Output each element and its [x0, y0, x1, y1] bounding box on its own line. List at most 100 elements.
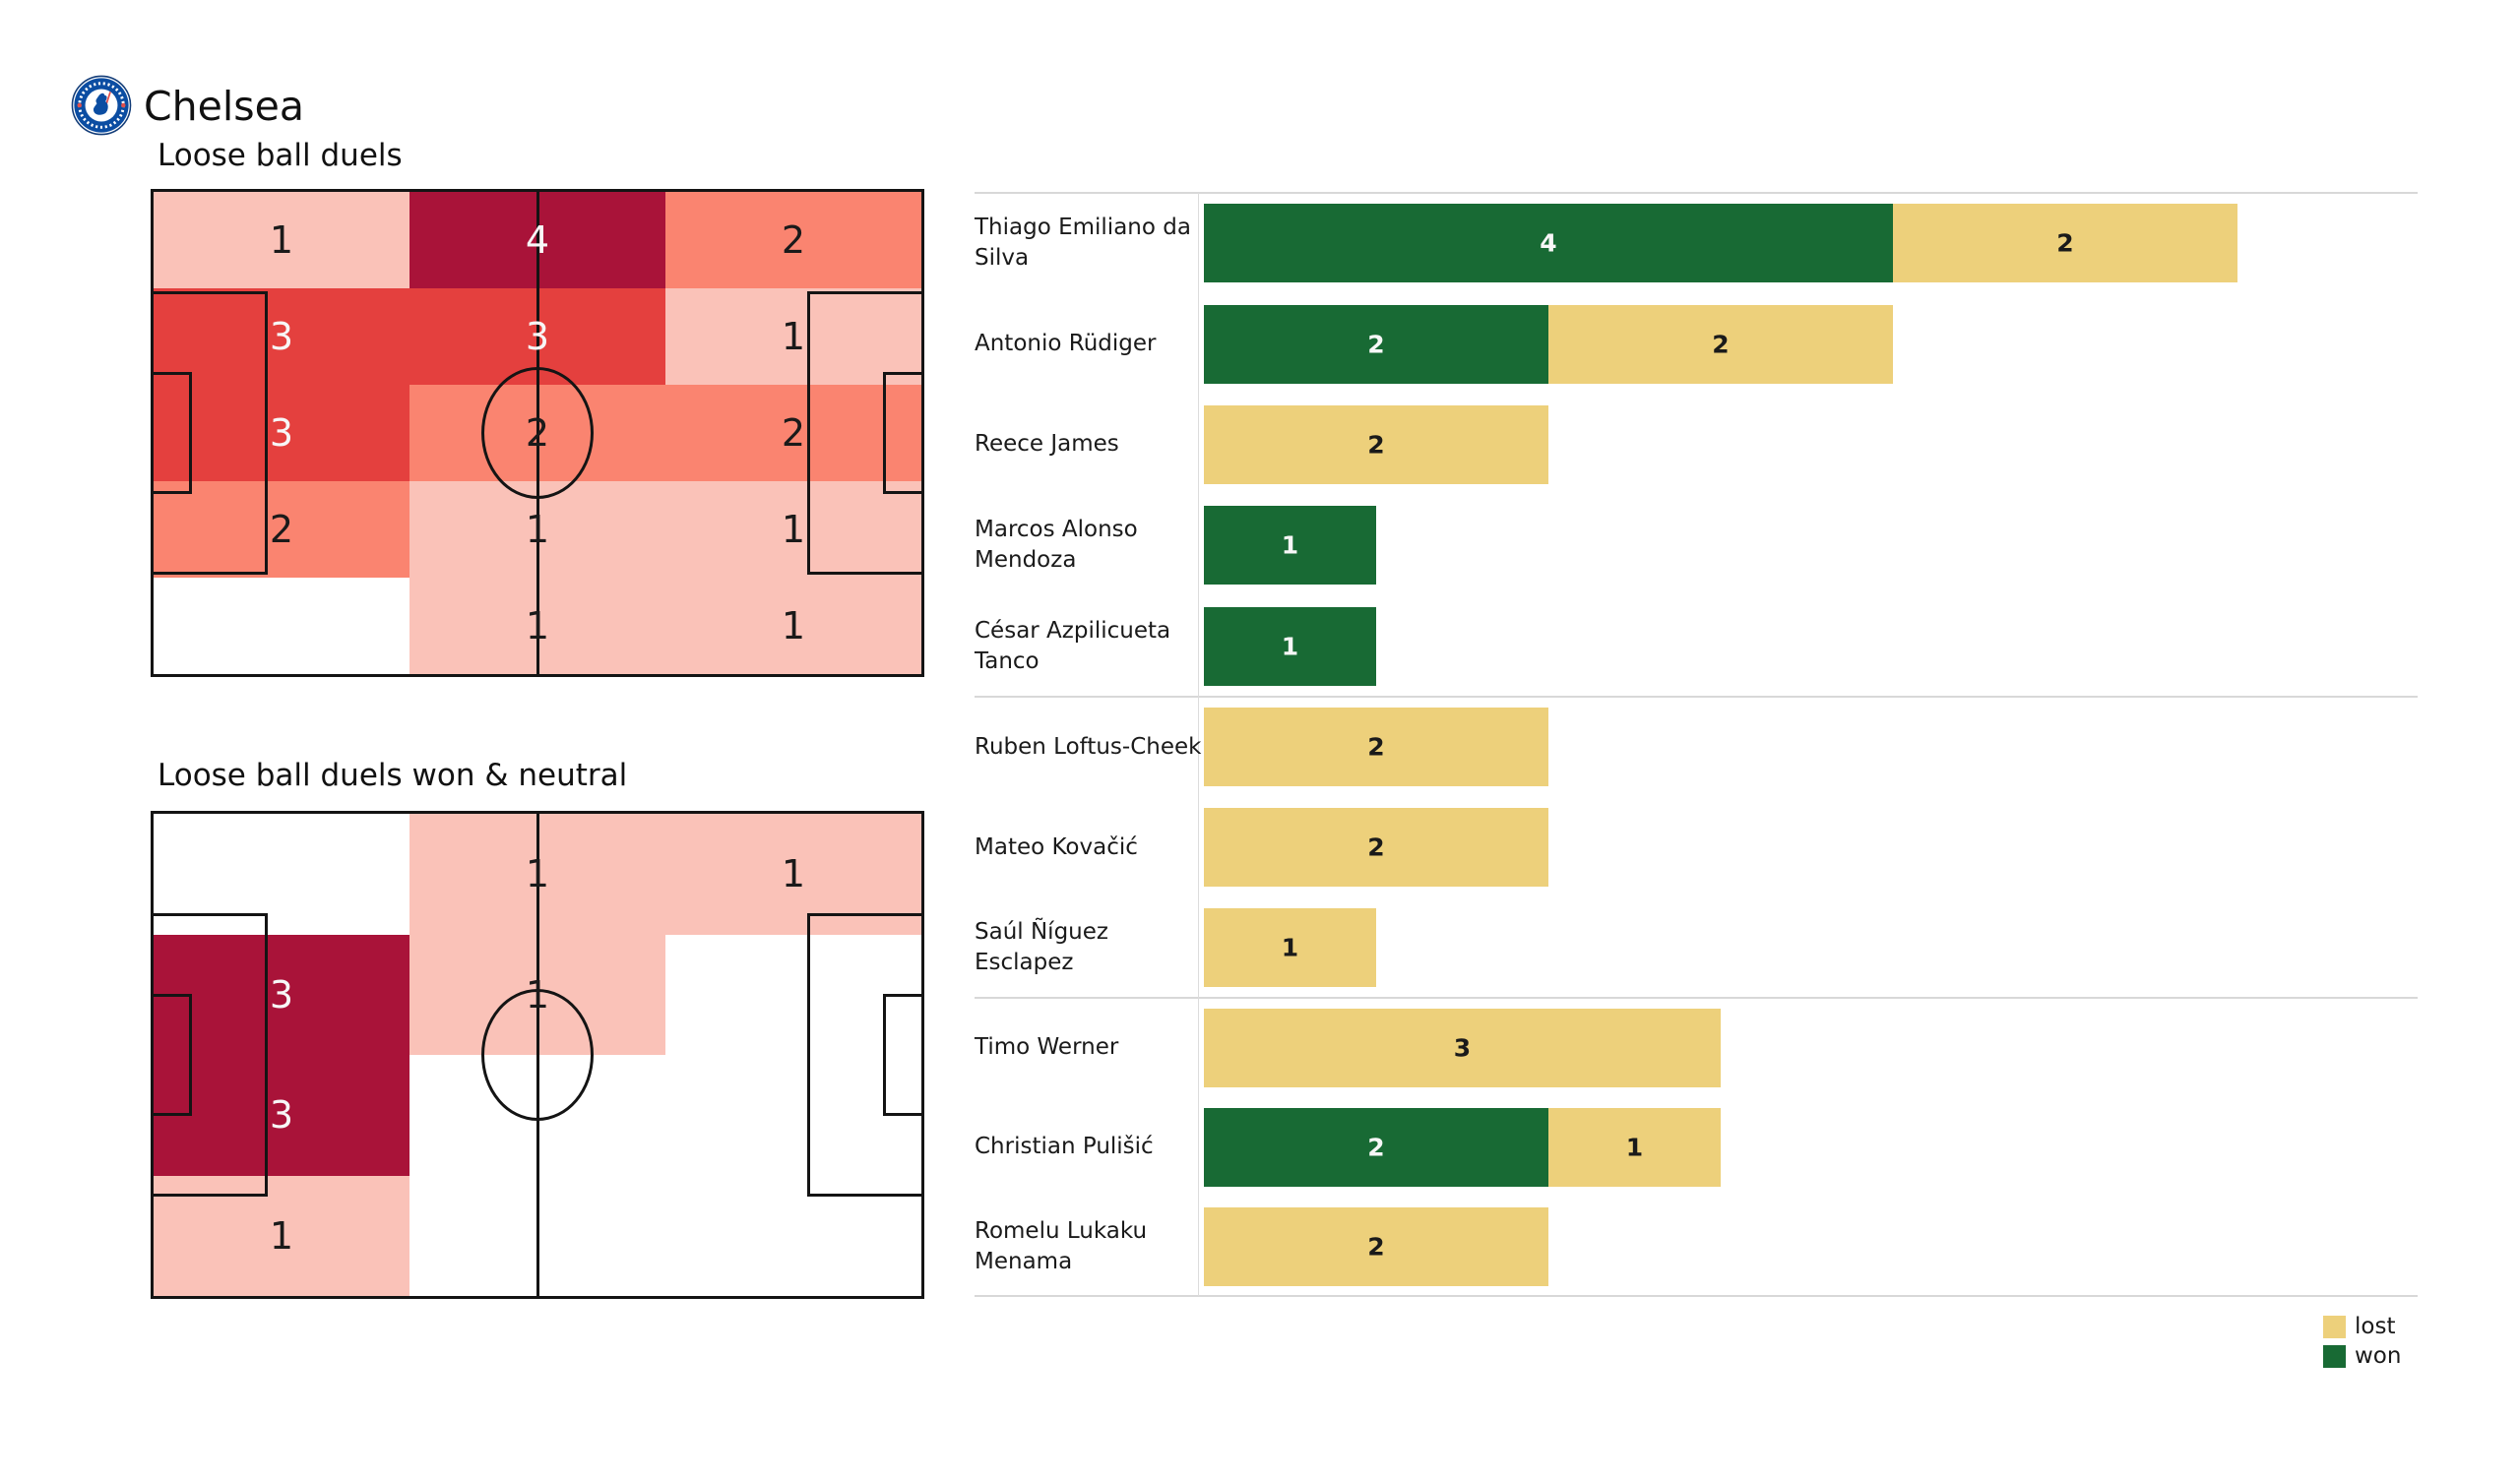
player-name-text: Thiago Emiliano da Silva — [975, 215, 1191, 272]
goal-box-left — [151, 372, 192, 494]
bar-value-lost: 2 — [1367, 1232, 1385, 1261]
legend-swatch-won — [2323, 1345, 2346, 1368]
chart-row: Saúl Ñíguez Esclapez 1 — [975, 897, 2418, 998]
player-name-label: Timo Werner — [975, 998, 1203, 1097]
heatmap-cell — [154, 288, 410, 385]
goal-box-right — [883, 372, 924, 494]
group-separator-line — [975, 192, 2418, 194]
heatmap-cell-value: 3 — [269, 972, 294, 1017]
chart-row: Antonio Rüdiger 2 2 — [975, 293, 2418, 394]
legend-item-lost: lost — [2323, 1314, 2441, 1339]
bar-segment-won — [1204, 204, 1893, 283]
player-name-text: Ruben Loftus-Cheek — [975, 733, 1202, 760]
player-name-text: Reece James — [975, 431, 1119, 458]
heatmap-cell-value: 2 — [269, 508, 294, 551]
player-name-label: Christian Pulišić — [975, 1097, 1203, 1197]
heatmap-cell-value: 2 — [525, 411, 550, 455]
heatmap-cell — [665, 385, 921, 481]
bar-segment-lost — [1548, 304, 1893, 384]
chelsea-crest-icon — [71, 75, 132, 136]
player-name-label: Ruben Loftus-Cheek — [975, 697, 1203, 797]
bar-value-lost: 2 — [1367, 732, 1385, 762]
heatmap-cell-value: 3 — [525, 315, 550, 358]
player-name-label: Saúl Ñíguez Esclapez — [975, 897, 1203, 998]
bar-value-lost: 2 — [1367, 430, 1385, 460]
heatmap-cell-value: 1 — [781, 508, 806, 551]
legend-swatch-lost — [2323, 1316, 2346, 1338]
heatmap-cell-value: 2 — [781, 411, 806, 455]
bar-value-won: 1 — [1281, 632, 1299, 661]
heatmap-cell — [154, 934, 410, 1055]
heatmap-cell — [665, 288, 921, 385]
heatmap-cell-value: 1 — [525, 852, 550, 896]
heatmap-cell-value: 1 — [525, 604, 550, 648]
bar-value-won: 2 — [1367, 1133, 1385, 1161]
heatmap-cell — [665, 192, 921, 288]
player-name-text: Marcos Alonso Mendoza — [975, 517, 1138, 574]
chart-row: Christian Pulišić 2 1 — [975, 1097, 2418, 1197]
bar-value-won: 2 — [1367, 330, 1385, 359]
center-circle — [481, 367, 594, 499]
goal-box-right — [883, 994, 924, 1116]
group-separator-line — [975, 1295, 2418, 1297]
chelsea-crest-logo — [71, 75, 132, 136]
heatmap-cell — [665, 481, 921, 578]
player-name-text: César Azpilicueta Tanco — [975, 617, 1171, 674]
player-name-text: Christian Pulišić — [975, 1134, 1154, 1159]
heatmap-cell-value: 3 — [269, 1093, 294, 1138]
player-name-text: Romelu Lukaku Menama — [975, 1217, 1148, 1274]
heatmap-cell-value: 3 — [269, 315, 294, 358]
player-name-text: Saúl Ñíguez Esclapez — [975, 919, 1108, 975]
bar-value-lost: 3 — [1453, 1033, 1472, 1062]
bar-value-lost: 1 — [1625, 1133, 1644, 1161]
chart-row: Reece James 2 — [975, 395, 2418, 495]
bar-value-lost: 1 — [1281, 933, 1299, 962]
player-name-label: Mateo Kovačić — [975, 797, 1203, 897]
bar-segment-lost — [1204, 908, 1376, 987]
chart-row: Timo Werner 3 — [975, 998, 2418, 1097]
player-name-text: Timo Werner — [975, 1034, 1119, 1060]
heatmap-cell-value: 3 — [269, 411, 294, 455]
chart-row: Romelu Lukaku Menama 2 — [975, 1197, 2418, 1296]
bar-segment-lost — [1893, 204, 2237, 283]
bar-segment-lost — [1204, 1008, 1721, 1087]
heatmap-cell — [154, 481, 410, 578]
player-name-label: Romelu Lukaku Menama — [975, 1197, 1203, 1296]
heatmap-cell — [665, 578, 921, 674]
bar-segment-lost — [1548, 1107, 1721, 1187]
player-name-text: Antonio Rüdiger — [975, 331, 1157, 357]
bar-segment-won — [1204, 606, 1376, 686]
heatmap-cell-value: 1 — [781, 852, 806, 896]
chart-row: Thiago Emiliano da Silva 4 2 — [975, 193, 2418, 293]
heatmap-cell-value: 2 — [781, 218, 806, 262]
player-name-text: Mateo Kovačić — [975, 833, 1138, 860]
bar-value-lost: 2 — [2056, 228, 2074, 258]
bar-value-lost: 2 — [1367, 832, 1385, 862]
bar-segment-won — [1204, 1107, 1548, 1187]
heatmap-cell-value: 1 — [269, 1213, 294, 1258]
heatmap1-title: Loose ball duels — [158, 138, 403, 173]
bar-segment-lost — [1204, 708, 1548, 786]
group-separator-line — [975, 696, 2418, 698]
pitch-heatmap-loose-ball-duels-won-neutral: 1 1 3 1 3 1 — [151, 811, 924, 1299]
chart-row: César Azpilicueta Tanco 1 — [975, 596, 2418, 697]
heatmap-cell-value: 1 — [269, 218, 294, 262]
group-separator-line — [975, 997, 2418, 999]
chart-row: Mateo Kovačić 2 — [975, 797, 2418, 897]
legend-label-lost: lost — [2355, 1314, 2396, 1339]
bar-segment-lost — [1204, 808, 1548, 887]
bar-segment-won — [1204, 506, 1376, 586]
bar-segment-lost — [1204, 1206, 1548, 1286]
bar-value-lost: 2 — [1712, 330, 1730, 359]
player-name-label: Antonio Rüdiger — [975, 293, 1203, 394]
y-axis-line — [1198, 193, 1199, 1296]
heatmap-cell — [154, 192, 410, 288]
heatmap-cell-value: 1 — [781, 604, 806, 648]
heatmap2-title: Loose ball duels won & neutral — [158, 758, 628, 793]
player-name-label: Thiago Emiliano da Silva — [975, 193, 1203, 293]
bar-segment-won — [1204, 304, 1548, 384]
chart-row: Ruben Loftus-Cheek 2 — [975, 697, 2418, 797]
legend-label-won: won — [2355, 1343, 2402, 1369]
heatmap-cell-value: 1 — [525, 508, 550, 551]
heatmap-cell-value: 1 — [781, 315, 806, 358]
